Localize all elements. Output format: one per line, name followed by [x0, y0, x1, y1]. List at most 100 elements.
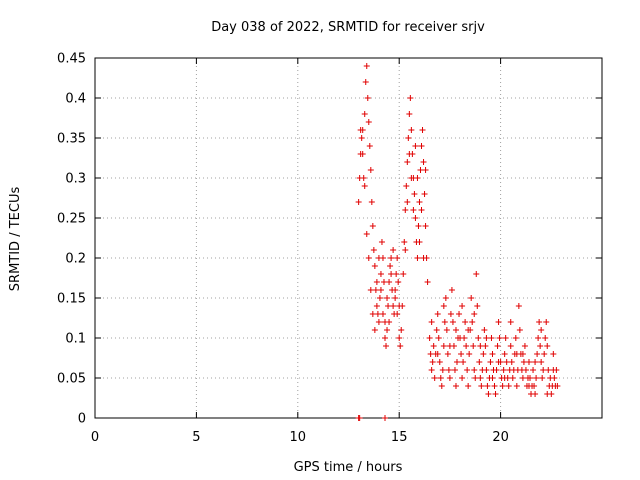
data-point [439, 367, 446, 373]
data-point [509, 375, 516, 381]
data-point [554, 383, 561, 389]
y-tick-label: 0 [78, 412, 86, 427]
data-point [402, 207, 409, 213]
data-point [424, 279, 431, 285]
data-point [436, 359, 443, 365]
data-point [460, 359, 467, 365]
data-point [404, 199, 411, 205]
data-point [476, 359, 483, 365]
y-tick-label: 0.25 [57, 212, 86, 227]
data-point [538, 359, 545, 365]
data-point [478, 383, 485, 389]
data-point [361, 111, 368, 117]
data-point [525, 383, 532, 389]
y-tick-label: 0.1 [65, 332, 86, 347]
data-point [400, 271, 407, 277]
data-point [541, 351, 548, 357]
data-point [542, 335, 549, 341]
data-point [475, 335, 482, 341]
data-point [440, 343, 447, 349]
data-point [512, 335, 519, 341]
data-point [376, 295, 383, 301]
data-point [388, 271, 395, 277]
data-point [473, 271, 480, 277]
x-tick-label: 10 [290, 430, 307, 445]
x-axis-title: GPS time / hours [294, 460, 403, 475]
data-point [444, 351, 451, 357]
data-point [420, 255, 427, 261]
y-tick-label: 0.3 [65, 172, 86, 187]
data-point [466, 351, 473, 357]
data-point [540, 367, 547, 373]
data-point [408, 127, 415, 133]
data-point [368, 199, 375, 205]
data-point [513, 383, 520, 389]
data-point [366, 143, 373, 149]
data-point [459, 303, 466, 309]
data-point [480, 351, 487, 357]
data-point [428, 367, 435, 373]
data-point [374, 311, 381, 317]
data-points [355, 63, 561, 421]
data-point [384, 327, 391, 333]
data-point [388, 255, 395, 261]
data-point [431, 375, 438, 381]
data-point [406, 111, 413, 117]
data-point [452, 383, 459, 389]
data-point [406, 151, 413, 157]
data-point [485, 391, 492, 397]
data-point [427, 351, 434, 357]
data-point [438, 383, 445, 389]
data-point [503, 359, 510, 365]
data-point [365, 255, 372, 261]
data-point [392, 295, 399, 301]
data-point [408, 175, 415, 181]
data-point [377, 287, 384, 293]
data-point [532, 391, 539, 397]
data-point [397, 343, 404, 349]
data-point [449, 319, 456, 325]
data-point [477, 343, 484, 349]
data-point [375, 255, 382, 261]
data-point [545, 367, 552, 373]
data-point [412, 215, 419, 221]
data-point [395, 279, 402, 285]
data-point [507, 319, 514, 325]
data-point [382, 415, 389, 421]
data-point [495, 319, 502, 325]
data-point [538, 327, 545, 333]
data-point [465, 327, 472, 333]
data-point [355, 199, 362, 205]
data-point [459, 375, 466, 381]
data-point [550, 351, 557, 357]
data-point [402, 247, 409, 253]
data-point [516, 327, 523, 333]
data-point [373, 303, 380, 309]
data-point [461, 335, 468, 341]
data-point [426, 335, 433, 341]
data-point [419, 127, 426, 133]
data-point [456, 311, 463, 317]
data-point [496, 335, 503, 341]
data-point [469, 319, 476, 325]
data-point [474, 303, 481, 309]
data-point [462, 319, 469, 325]
data-point [534, 351, 541, 357]
data-point [420, 159, 427, 165]
data-point [430, 343, 437, 349]
data-point [502, 335, 509, 341]
data-point [414, 255, 421, 261]
data-point [507, 343, 514, 349]
data-point [394, 311, 401, 317]
data-point [484, 383, 491, 389]
data-point [489, 375, 496, 381]
data-point [448, 287, 455, 293]
data-point [482, 343, 489, 349]
data-point [392, 287, 399, 293]
data-point [530, 367, 537, 373]
data-point [471, 311, 478, 317]
data-point [488, 335, 495, 341]
data-point [452, 327, 459, 333]
data-point [543, 319, 550, 325]
data-point [404, 159, 411, 165]
